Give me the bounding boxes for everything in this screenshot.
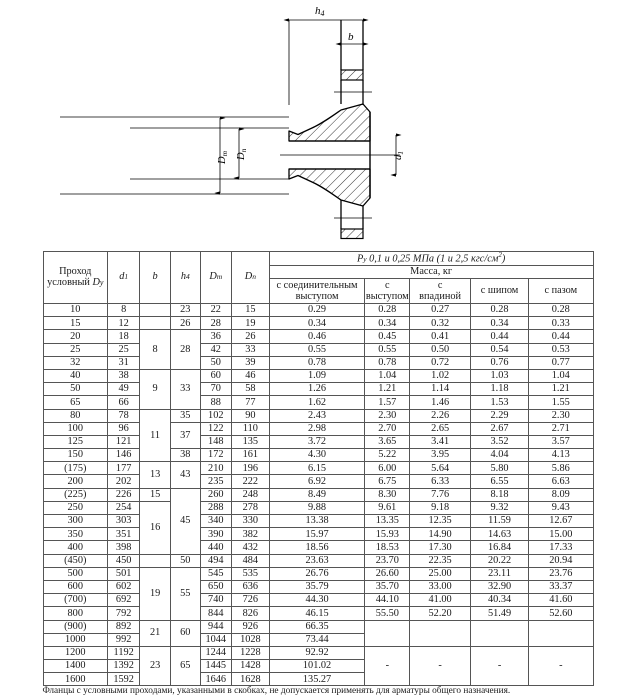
svg-text:h4: h4 [315, 5, 325, 18]
svg-text:d1: d1 [393, 151, 405, 160]
svg-text:Dn: Dn [236, 148, 248, 161]
svg-text:Dm: Dm [217, 150, 229, 165]
svg-text:b: b [348, 31, 354, 43]
